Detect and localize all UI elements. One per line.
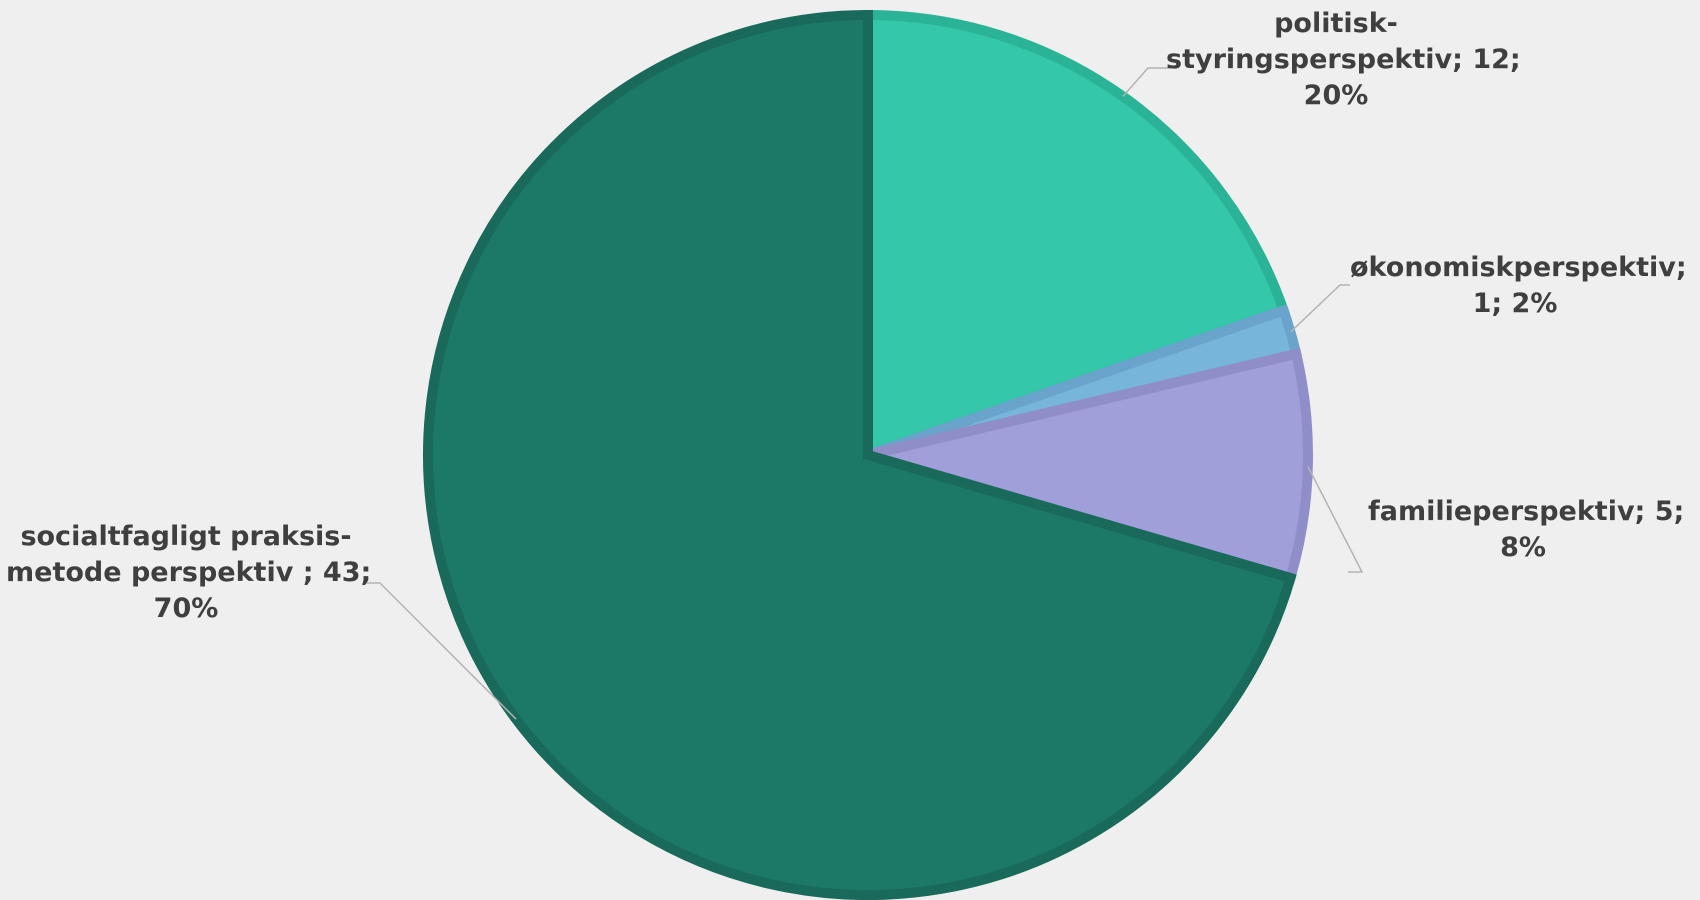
leader-line-3 [1307,465,1364,573]
pie-slice-4 [423,9,1297,900]
label-line: 70% [153,593,219,624]
leader-line-1 [1122,67,1170,97]
pie-slices [423,9,1313,900]
label-line: styringsperspektiv; 12; [1166,44,1521,75]
label-socialtfagligt-praksis-metode-perspektiv: socialtfagligt praksis- metode perspekti… [6,519,372,627]
pie-slice-3 [848,347,1313,585]
leader-lines [366,67,1364,720]
label-line: 8% [1500,532,1546,563]
label-line: økonomiskperspektiv; [1350,252,1687,283]
label-okonomiskperspektiv: økonomiskperspektiv; 1; 2% [1350,250,1687,322]
label-familieperspektiv: familieperspektiv; 5; 8% [1368,494,1685,566]
label-politisk-styringsperspektiv: politisk- styringsperspektiv; 12; 20% [1166,6,1521,114]
label-line: 1; 2% [1472,288,1558,319]
label-line: socialtfagligt praksis- [20,521,352,552]
label-line: politisk- [1274,8,1398,39]
leader-line-4 [366,582,517,720]
leader-line-2 [1289,284,1350,333]
label-line: 20% [1303,80,1369,111]
label-line: familieperspektiv; 5; [1368,496,1685,527]
label-line: metode perspektiv ; 43; [6,557,372,588]
